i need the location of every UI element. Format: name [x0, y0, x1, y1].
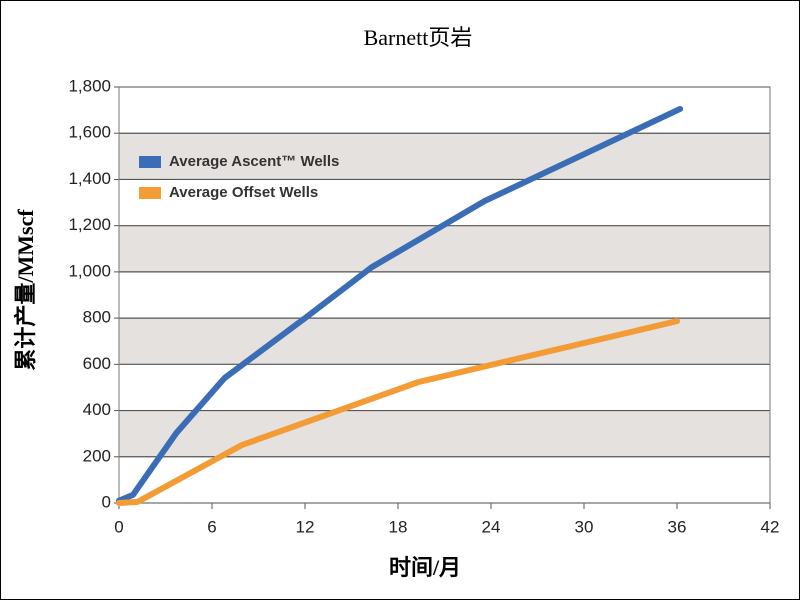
x-tick-label: 6 — [207, 517, 216, 536]
grid-band — [119, 225, 770, 272]
x-tick-label: 0 — [114, 517, 123, 536]
chart-title: Barnett页岩 — [364, 25, 473, 50]
plot-border — [118, 86, 771, 504]
y-tick-label: 1,600 — [68, 123, 111, 142]
y-tick-label: 800 — [83, 308, 111, 327]
y-tick-label: 1,400 — [68, 169, 111, 188]
y-tick-label: 1,800 — [68, 76, 111, 95]
y-axis-label: 累计产量/MMscf — [13, 209, 38, 371]
x-tick-label: 12 — [296, 517, 315, 536]
x-tick-label: 18 — [389, 517, 408, 536]
x-tick-label: 36 — [668, 517, 687, 536]
y-tick-label: 1,200 — [68, 215, 111, 234]
x-tick-label: 24 — [482, 517, 501, 536]
grid-band — [119, 410, 770, 457]
grid-band — [119, 133, 770, 180]
line-series — [116, 318, 680, 506]
x-tick-label: 42 — [761, 517, 780, 536]
y-tick-label: 600 — [83, 354, 111, 373]
y-tick-label: 200 — [83, 446, 111, 465]
line-series — [116, 105, 684, 504]
legend-swatch — [139, 156, 161, 168]
legend-swatch — [139, 187, 161, 199]
x-tick-label: 30 — [575, 517, 594, 536]
y-tick-label: 0 — [102, 492, 111, 511]
x-axis-label: 时间/月 — [389, 555, 461, 580]
legend-label: Average Ascent™ Wells — [169, 153, 339, 170]
y-tick-label: 400 — [83, 400, 111, 419]
legend-label: Average Offset Wells — [169, 184, 318, 201]
y-tick-label: 1,000 — [68, 261, 111, 280]
